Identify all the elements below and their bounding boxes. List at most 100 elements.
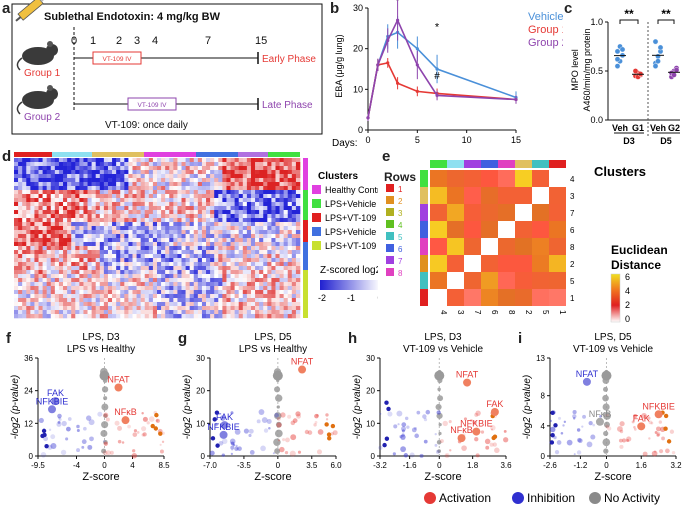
heatmap-cell — [38, 186, 43, 191]
heatmap-cell — [14, 274, 19, 279]
heatmap-cell — [26, 302, 31, 307]
heatmap-cell — [255, 218, 260, 223]
heatmap-cell — [267, 282, 272, 287]
heatmap-cell — [165, 242, 170, 247]
heatmap-cell — [50, 186, 56, 191]
heatmap-cell — [18, 190, 23, 195]
heatmap-cell — [144, 246, 150, 251]
heatmap-cell — [30, 250, 35, 255]
activation-point — [619, 429, 624, 434]
group1-label: Group 1 — [24, 68, 61, 79]
activation-point — [618, 438, 623, 443]
activation-point — [445, 454, 448, 457]
heatmap-cell — [120, 190, 125, 195]
heatmap-cell — [14, 242, 19, 247]
heatmap-cell — [498, 289, 515, 306]
heatmap-cell — [95, 202, 101, 207]
heatmap-cell — [87, 230, 92, 235]
heatmap-cell — [255, 182, 260, 187]
noactivity-point — [101, 386, 109, 393]
heatmap-cell — [14, 174, 19, 179]
heatmap-cell — [42, 242, 47, 247]
heatmap-cell — [128, 298, 133, 303]
heatmap-cell — [22, 274, 27, 279]
heatmap-cell — [42, 298, 47, 303]
group-legend-label: LPS+Vehicle (Late) — [325, 227, 378, 237]
heatmap-cell — [67, 250, 72, 255]
heatmap-cell — [34, 306, 39, 311]
heatmap-cell — [283, 306, 289, 311]
heatmap-cell — [103, 298, 109, 303]
heatmap-cell — [67, 230, 72, 235]
heatmap-cell — [91, 258, 97, 263]
heatmap-cell — [295, 246, 301, 251]
heatmap-cell — [481, 221, 498, 238]
heatmap-cell — [42, 262, 47, 267]
heatmap-cell — [161, 286, 166, 291]
group2-label: Group 2 — [24, 112, 61, 123]
heatmap-cell — [87, 214, 92, 219]
activation-point — [282, 438, 286, 442]
heatmap-cell — [144, 162, 150, 167]
heatmap-cell — [230, 166, 235, 171]
heatmap-cell — [222, 166, 227, 171]
heatmap-cell — [79, 270, 84, 275]
heatmap-cell — [148, 162, 154, 167]
heatmap-cell — [291, 222, 297, 227]
heatmap-cell — [50, 310, 56, 315]
heatmap-cell — [206, 222, 211, 227]
noactivity-dot — [589, 492, 601, 504]
heatmap-cell — [242, 282, 248, 287]
heatmap-cell — [107, 250, 113, 255]
heatmap-cell — [99, 286, 105, 291]
heatmap-cell — [226, 218, 231, 223]
heatmap-cell — [63, 250, 68, 255]
heatmap-cell — [263, 242, 268, 247]
panel-b-line-chart: EBA (μg/g lung) Days: Vehicle Group 1 Gr… — [332, 0, 563, 148]
heatmap-cell — [279, 206, 284, 211]
heatmap-cell — [67, 282, 72, 287]
heatmap-cell — [50, 198, 56, 203]
panel-label-h: h — [348, 330, 358, 347]
heatmap-cell — [67, 198, 72, 203]
heatmap-cell — [124, 166, 129, 171]
heatmap-cell — [283, 254, 289, 259]
heatmap-cell — [181, 226, 186, 231]
inhibition-point — [434, 432, 437, 436]
group-legend-label: LPS+Vehicle (Early) — [325, 199, 378, 209]
heatmap-cell — [181, 178, 186, 183]
heatmap-cell — [54, 230, 60, 235]
heatmap-cell — [124, 174, 129, 179]
heatmap-cell — [63, 298, 68, 303]
heatmap-cell — [226, 258, 231, 263]
heatmap-cell — [42, 310, 47, 315]
heatmap-cell — [177, 226, 182, 231]
heatmap-cell — [214, 162, 219, 167]
row-legend-swatch — [386, 220, 394, 228]
heatmap-cell — [201, 186, 207, 191]
inhibition-point — [48, 428, 52, 431]
heatmap-cell — [193, 186, 199, 191]
heatmap-cell — [263, 222, 268, 227]
heatmap-cell — [103, 230, 109, 235]
heatmap-cell — [234, 202, 240, 207]
heatmap-cell — [71, 214, 76, 219]
heatmap-cell — [157, 238, 162, 243]
heatmap-cell — [152, 266, 158, 271]
heatmap-cell — [238, 286, 244, 291]
heatmap-cell — [169, 310, 174, 315]
heatmap-cell — [161, 206, 166, 211]
heatmap-cell — [30, 186, 35, 191]
row-legend: Rows — [384, 170, 424, 184]
heatmap-cell — [34, 278, 39, 283]
heatmap-cell — [54, 214, 60, 219]
heatmap-cell — [222, 206, 227, 211]
heatmap-cell — [226, 246, 231, 251]
heatmap-cell — [63, 286, 68, 291]
heatmap-cell — [185, 310, 190, 315]
heatmap-cell — [255, 314, 260, 319]
heatmap-cell — [46, 286, 52, 291]
heatmap-cell — [165, 314, 170, 319]
activation-point — [490, 425, 496, 431]
